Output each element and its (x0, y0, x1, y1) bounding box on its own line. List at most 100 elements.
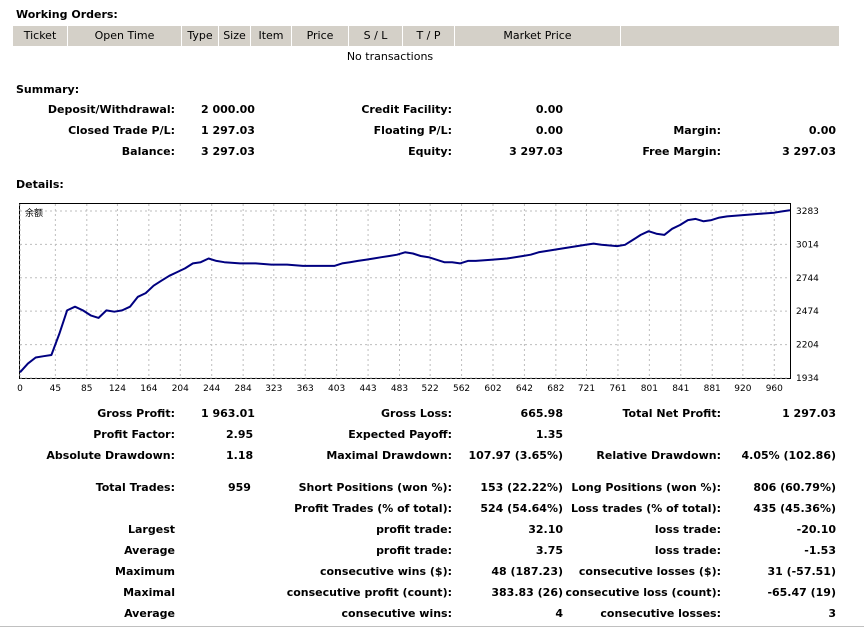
floating-pl-label: Floating P/L: (373, 124, 452, 137)
closed-pl-value: 1 297.03 (201, 124, 255, 137)
x-tick-label: 721 (578, 384, 595, 394)
maximal-drawdown-value: 107.97 (3.65%) (468, 449, 564, 462)
x-tick-label: 363 (297, 384, 314, 394)
average-consecutive-label: Average (124, 607, 175, 620)
long-positions-label: Long Positions (won %): (571, 481, 721, 494)
max-consecutive-wins-label: consecutive wins ($): (319, 565, 452, 578)
relative-drawdown-label: Relative Drawdown: (596, 449, 721, 462)
bottom-divider (0, 626, 864, 627)
col-tp[interactable]: T / P (403, 26, 455, 46)
maximum-label: Maximum (115, 565, 175, 578)
largest-profit-value: 32.10 (528, 523, 563, 536)
absolute-drawdown-value: 1.18 (226, 449, 254, 462)
gross-loss-value: 665.98 (520, 407, 563, 420)
average-profit-label: profit trade: (376, 544, 452, 557)
summary-title: Summary: (16, 83, 80, 96)
long-positions-value: 806 (60.79%) (753, 481, 836, 494)
absolute-drawdown-label: Absolute Drawdown: (46, 449, 175, 462)
x-tick-label: 881 (704, 384, 721, 394)
col-price[interactable]: Price (292, 26, 349, 46)
details-title: Details: (16, 178, 64, 191)
total-trades-label: Total Trades: (95, 481, 175, 494)
equity-label: Equity: (408, 145, 452, 158)
average-loss-value: -1.53 (804, 544, 836, 557)
largest-loss-label: loss trade: (654, 523, 721, 536)
avg-consecutive-losses-value: 3 (828, 607, 836, 620)
x-tick-label: 85 (81, 384, 92, 394)
x-tick-label: 164 (140, 384, 157, 394)
balance-label: Balance: (121, 145, 175, 158)
max-consecutive-losses-value: 31 (-57.51) (767, 565, 836, 578)
credit-value: 0.00 (535, 103, 563, 116)
x-tick-label: 642 (516, 384, 533, 394)
average-label: Average (124, 544, 175, 557)
x-tick-label: 682 (547, 384, 564, 394)
x-tick-label: 403 (328, 384, 345, 394)
largest-loss-value: -20.10 (796, 523, 836, 536)
free-margin-value: 3 297.03 (782, 145, 836, 158)
col-type[interactable]: Type (182, 26, 219, 46)
orders-table-header: Ticket Open Time Type Size Item Price S … (13, 26, 839, 46)
x-tick-label: 960 (766, 384, 783, 394)
maximal-label: Maximal (123, 586, 175, 599)
relative-drawdown-value: 4.05% (102.86) (741, 449, 837, 462)
col-sl[interactable]: S / L (349, 26, 403, 46)
col-ticket[interactable]: Ticket (13, 26, 68, 46)
balance-line (19, 209, 791, 373)
total-trades-value: 959 (228, 481, 251, 494)
x-tick-label: 244 (203, 384, 220, 394)
total-net-profit-label: Total Net Profit: (622, 407, 722, 420)
short-positions-label: Short Positions (won %): (298, 481, 452, 494)
profit-trades-label: Profit Trades (% of total): (294, 502, 452, 515)
col-open-time[interactable]: Open Time (68, 26, 182, 46)
x-tick-label: 443 (359, 384, 376, 394)
margin-label: Margin: (673, 124, 721, 137)
x-tick-label: 602 (484, 384, 501, 394)
maximal-consecutive-profit-value: 383.83 (26) (491, 586, 563, 599)
gross-loss-label: Gross Loss: (381, 407, 452, 420)
maximal-consecutive-profit-label: consecutive profit (count): (286, 586, 452, 599)
x-tick-label: 124 (109, 384, 126, 394)
avg-consecutive-wins-value: 4 (555, 607, 563, 620)
maximal-drawdown-label: Maximal Drawdown: (326, 449, 452, 462)
credit-label: Credit Facility: (361, 103, 452, 116)
balance-chart: 1934 2204 2474 2744 3014 3283 0 45 85 124 164 204 24… (17, 204, 819, 394)
y-tick-label: 3283 (796, 207, 819, 217)
largest-profit-label: profit trade: (376, 523, 452, 536)
x-tick-label: 323 (265, 384, 282, 394)
x-tick-label: 483 (391, 384, 408, 394)
x-tick-label: 0 (17, 384, 23, 394)
profit-factor-label: Profit Factor: (93, 428, 175, 441)
expected-payoff-label: Expected Payoff: (348, 428, 452, 441)
x-tick-label: 204 (172, 384, 189, 394)
balance-value: 3 297.03 (201, 145, 255, 158)
y-tick-label: 2204 (796, 341, 819, 351)
x-tick-label: 920 (734, 384, 751, 394)
col-size[interactable]: Size (219, 26, 251, 46)
x-tick-label: 761 (609, 384, 626, 394)
y-tick-label: 2474 (796, 307, 819, 317)
profit-trades-value: 524 (54.64%) (480, 502, 563, 515)
max-consecutive-wins-value: 48 (187.23) (491, 565, 563, 578)
x-tick-label: 801 (641, 384, 658, 394)
y-tick-label: 3014 (796, 240, 819, 250)
loss-trades-label: Loss trades (% of total): (570, 502, 721, 515)
y-tick-label: 2744 (796, 274, 819, 284)
short-positions-value: 153 (22.22%) (480, 481, 563, 494)
no-transactions-text: No transactions (346, 50, 434, 63)
gross-profit-value: 1 963.01 (201, 407, 255, 420)
loss-trades-value: 435 (45.36%) (753, 502, 836, 515)
x-tick-label: 522 (422, 384, 439, 394)
x-tick-label: 841 (672, 384, 689, 394)
free-margin-label: Free Margin: (642, 145, 721, 158)
profit-factor-value: 2.95 (226, 428, 254, 441)
maximal-consecutive-loss-value: -65.47 (19) (767, 586, 836, 599)
x-tick-label: 562 (453, 384, 470, 394)
deposit-value: 2 000.00 (201, 103, 255, 116)
col-market-price[interactable]: Market Price (455, 26, 621, 46)
equity-value: 3 297.03 (509, 145, 563, 158)
col-item[interactable]: Item (251, 26, 292, 46)
chart-title: 余额 (25, 207, 43, 219)
closed-pl-label: Closed Trade P/L: (68, 124, 175, 137)
floating-pl-value: 0.00 (535, 124, 563, 137)
